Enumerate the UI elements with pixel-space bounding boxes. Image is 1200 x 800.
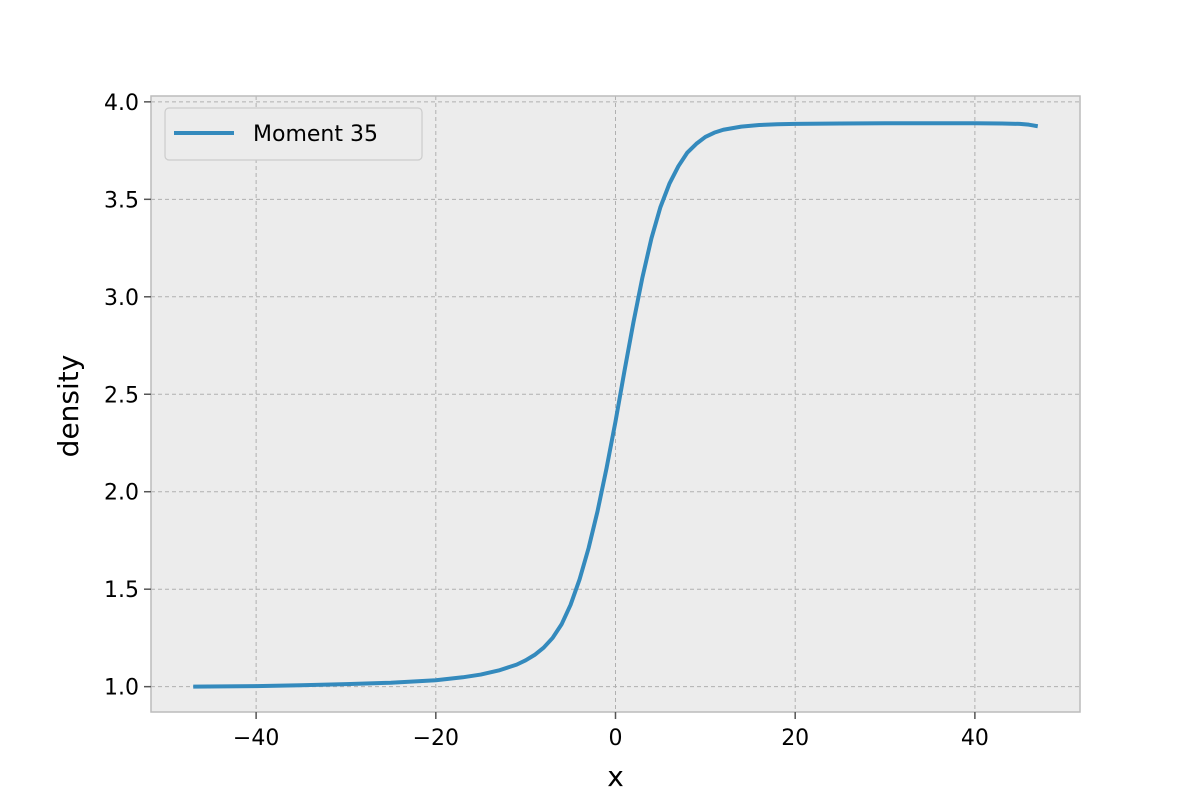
x-tick-label: −20: [413, 726, 459, 751]
y-tick-label: 2.0: [104, 481, 139, 506]
x-axis-label: x: [607, 760, 624, 793]
y-tick-label: 3.0: [104, 286, 139, 311]
x-tick-label: 40: [961, 726, 989, 751]
y-tick-label: 1.5: [104, 578, 139, 603]
y-axis-label: density: [52, 355, 85, 458]
x-tick-label: 20: [781, 726, 809, 751]
legend-label: Moment 35: [253, 122, 378, 147]
y-tick-label: 4.0: [104, 91, 139, 116]
x-tick-label: −40: [233, 726, 279, 751]
legend: Moment 35: [164, 107, 423, 161]
y-tick-label: 1.0: [104, 676, 139, 701]
x-tick-label: 0: [609, 726, 623, 751]
y-axis-ticks: 1.0 1.5 2.0 2.5 3.0 3.5 4.0: [104, 91, 151, 701]
series-layer: [193, 121, 1039, 689]
series-line: [193, 121, 1039, 689]
y-tick-label: 2.5: [104, 383, 139, 408]
legend-box: [164, 107, 423, 161]
y-tick-label: 3.5: [104, 188, 139, 213]
x-axis-ticks: −40 −20 0 20 40: [233, 712, 989, 751]
